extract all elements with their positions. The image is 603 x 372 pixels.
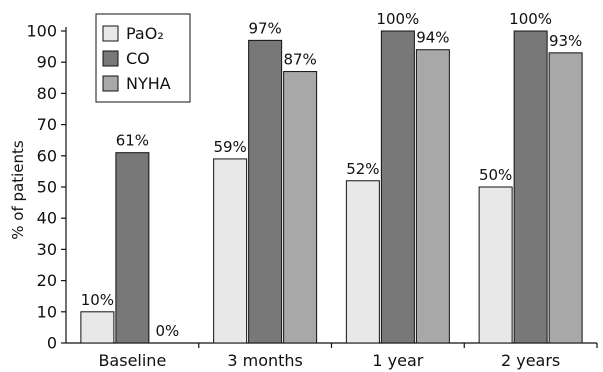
bar-co-0: [115, 152, 150, 344]
y-tick-label: 40: [37, 209, 57, 228]
bar-pao-3: [478, 186, 513, 344]
bar-pao-0: [80, 311, 115, 344]
legend-swatch: [102, 75, 119, 92]
data-label: 87%: [283, 51, 316, 69]
data-label: 100%: [376, 10, 419, 28]
bar-pao-1: [213, 158, 248, 344]
bar-co-1: [248, 39, 283, 344]
legend-label: PaO₂: [126, 24, 164, 43]
y-tick-label: 50: [37, 178, 57, 197]
data-label: 94%: [416, 29, 449, 47]
data-label: 100%: [509, 10, 552, 28]
bar-nyha-1: [283, 71, 318, 344]
data-label: 93%: [549, 32, 582, 50]
x-category-label: 1 year: [372, 351, 423, 370]
bar-pao-2: [345, 180, 380, 344]
data-label: 52%: [346, 160, 379, 178]
y-tick-label: 80: [37, 84, 57, 103]
bar-co-2: [380, 30, 415, 344]
y-axis-title: % of patients: [9, 140, 27, 240]
y-tick-label: 20: [37, 271, 57, 290]
x-category-label: Baseline: [98, 351, 166, 370]
y-tick-label: 100: [26, 22, 57, 41]
data-label: 59%: [213, 138, 246, 156]
legend-swatch: [102, 50, 119, 67]
bar-nyha-2: [415, 49, 450, 344]
bars: [80, 30, 583, 344]
axes: 0 10 20 30 40 50 60 70 80 90 100 Baseline 3 months 1 …: [26, 22, 598, 370]
data-label: 10%: [81, 291, 114, 309]
data-label: 61%: [116, 132, 149, 150]
y-tick-label: 70: [37, 115, 57, 134]
data-label: 97%: [248, 19, 281, 37]
y-tick-label: 10: [37, 302, 57, 321]
data-label: 50%: [479, 166, 512, 184]
legend-label: NYHA: [126, 74, 171, 93]
y-tick-label: 30: [37, 240, 57, 259]
y-tick-label: 60: [37, 146, 57, 165]
legend-swatch: [102, 25, 119, 42]
legend: PaO₂ CO NYHA: [95, 13, 191, 103]
y-tick-label: 90: [37, 53, 57, 72]
data-labels: 10%61%0%59%97%87%52%100%94%50%100%93%: [81, 10, 583, 340]
x-category-label: 2 years: [501, 351, 560, 370]
bar-co-3: [513, 30, 548, 344]
legend-label: CO: [126, 49, 150, 68]
x-category-label: 3 months: [227, 351, 303, 370]
data-label: 0%: [155, 322, 179, 340]
bar-nyha-3: [548, 52, 583, 344]
y-tick-label: 0: [47, 334, 57, 353]
